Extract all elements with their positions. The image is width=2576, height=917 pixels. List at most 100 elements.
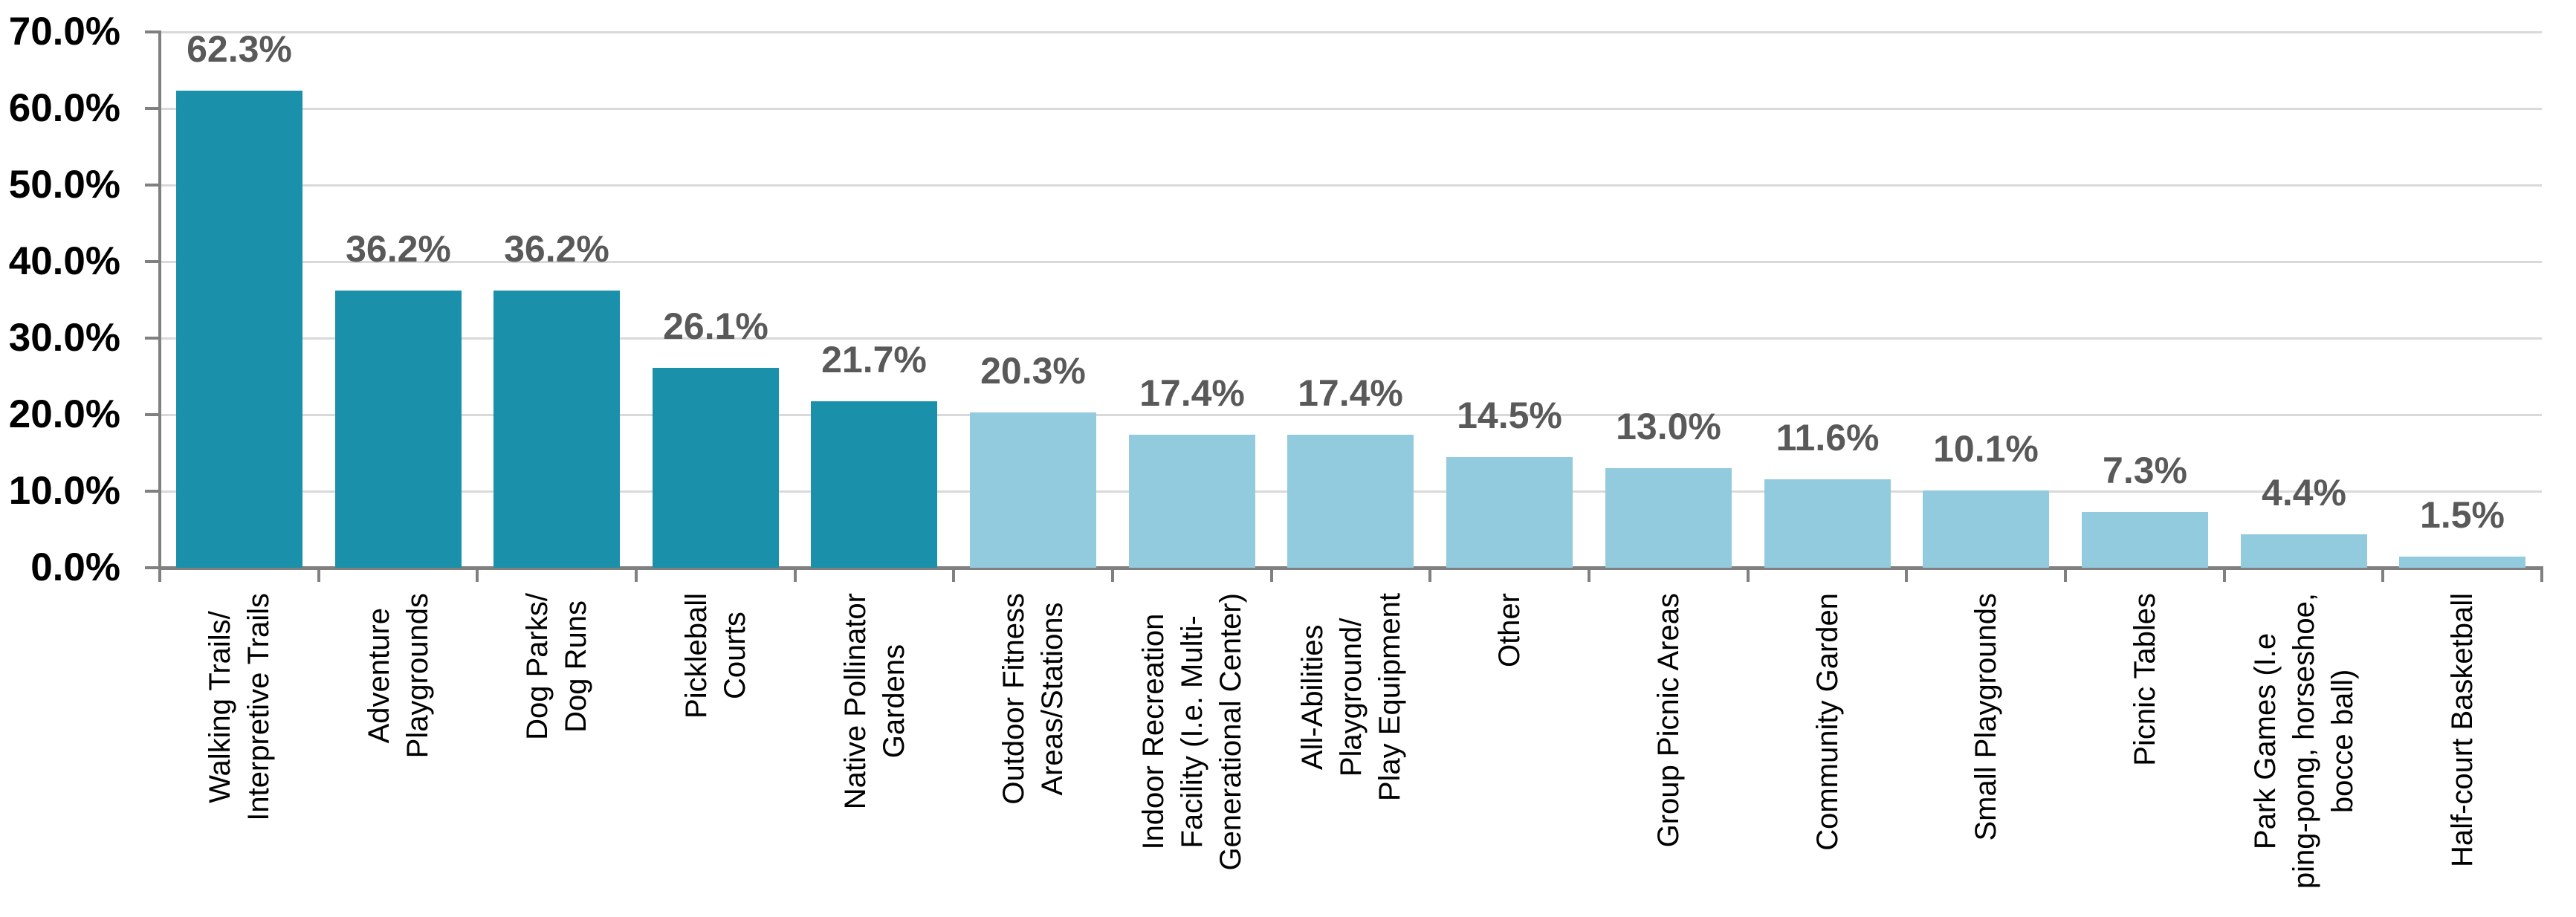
bar-value-label: 11.6%: [1776, 417, 1880, 458]
x-axis-category-label: All-Abilities Playground/ Play Equipment: [1272, 580, 1431, 917]
bar: [2241, 534, 2367, 568]
bar: [2399, 557, 2525, 568]
bar: [653, 368, 779, 568]
bar-value-label: 20.3%: [980, 350, 1086, 392]
x-axis-category-label-text: Small Playgrounds: [1970, 593, 2002, 841]
x-axis-category-label: Outdoor Fitness Areas/Stations: [954, 580, 1113, 917]
x-axis-category-label-text: All-Abilities Playground/ Play Equipment: [1296, 593, 1406, 802]
x-axis-category-label: Adventure Playgrounds: [319, 580, 478, 917]
y-axis-tick-label: 50.0%: [8, 163, 120, 207]
gridline: [160, 414, 2542, 416]
y-axis-tick-label: 30.0%: [8, 316, 120, 360]
bar-value-label: 36.2%: [346, 228, 451, 270]
bar: [335, 291, 462, 568]
y-axis-tick: [145, 566, 158, 569]
x-axis-category-label: Walking Trails/ Interpretive Trails: [160, 580, 319, 917]
x-axis-category-label: Native Pollinator Gardens: [795, 580, 954, 917]
x-axis-tick: [1588, 570, 1590, 582]
bar: [1923, 490, 2049, 568]
x-axis-tick: [1111, 570, 1114, 582]
bar-value-label: 17.4%: [1298, 372, 1403, 414]
x-axis-tick: [2064, 570, 2067, 582]
bar: [493, 291, 620, 568]
gridline: [160, 31, 2542, 33]
x-axis-category-label-text: Native Pollinator Gardens: [839, 593, 910, 810]
x-axis-category-label-text: Half-court Basketball: [2446, 593, 2479, 868]
x-axis-tick: [952, 570, 955, 582]
x-axis-tick: [794, 570, 797, 582]
y-axis-tick-label: 60.0%: [8, 86, 120, 130]
x-axis-tick: [1270, 570, 1273, 582]
x-axis-category-label-text: Walking Trails/ Interpretive Trails: [204, 593, 275, 821]
bar-value-label: 36.2%: [504, 228, 609, 270]
bar-value-label: 1.5%: [2420, 494, 2505, 536]
x-axis-category-label: Group Picnic Areas: [1589, 580, 1748, 917]
x-axis-category-label-text: Dog Parks/ Dog Runs: [521, 593, 592, 740]
y-axis-tick: [145, 337, 158, 340]
x-axis-category-label-text: Community Garden: [1811, 593, 1844, 851]
gridline: [160, 337, 2542, 340]
x-axis-category-label: Pickleball Courts: [636, 580, 795, 917]
y-axis-tick-label: 0.0%: [30, 545, 120, 589]
x-axis-category-label-text: Pickleball Courts: [680, 593, 751, 719]
x-axis-category-label: Park Games (I.e ping-pong, horseshoe, bo…: [2224, 580, 2384, 917]
x-axis-tick: [635, 570, 638, 582]
y-axis-tick: [145, 184, 158, 187]
bar: [2082, 512, 2208, 568]
bar: [811, 401, 937, 568]
x-axis-category-label-text: Picnic Tables: [2129, 593, 2161, 766]
x-axis-tick: [2223, 570, 2226, 582]
x-axis-tick: [158, 570, 161, 582]
bar-value-label: 14.5%: [1457, 395, 1562, 436]
y-axis-tick: [145, 107, 158, 110]
y-axis-line: [158, 30, 161, 569]
bar-value-label: 10.1%: [1933, 428, 2039, 470]
x-axis-category-label: Small Playgrounds: [1906, 580, 2065, 917]
y-axis-tick: [145, 260, 158, 263]
bar-value-label: 7.3%: [2103, 450, 2187, 491]
bar: [176, 91, 302, 568]
bar: [1605, 468, 1732, 568]
y-axis-tick: [145, 490, 158, 493]
x-axis-category-label-text: Outdoor Fitness Areas/Stations: [997, 593, 1069, 805]
x-axis-tick: [1428, 570, 1431, 582]
bar-value-label: 17.4%: [1139, 372, 1245, 414]
x-axis-tick: [1905, 570, 1908, 582]
y-axis-tick: [145, 30, 158, 33]
gridline: [160, 184, 2542, 187]
x-axis-tick: [476, 570, 479, 582]
x-axis-category-label-text: Adventure Playgrounds: [363, 593, 434, 759]
x-axis-tick: [2540, 570, 2543, 582]
bar-value-label: 4.4%: [2262, 472, 2346, 513]
gridline: [160, 261, 2542, 263]
x-axis-category-label: Community Garden: [1748, 580, 1907, 917]
bar: [1764, 479, 1891, 568]
bar-value-label: 21.7%: [821, 339, 927, 380]
bar: [1287, 435, 1414, 568]
y-axis-tick-label: 10.0%: [8, 469, 120, 513]
x-axis-line: [158, 566, 2543, 570]
x-axis-category-label-text: Park Games (I.e ping-pong, horseshoe, bo…: [2249, 593, 2359, 890]
x-axis-tick: [1747, 570, 1750, 582]
x-axis-category-label: Dog Parks/ Dog Runs: [477, 580, 636, 917]
x-axis-category-label-text: Indoor Recreation Facility (I.e. Multi- …: [1137, 593, 1247, 871]
y-axis-tick: [145, 413, 158, 416]
x-axis-category-label: Indoor Recreation Facility (I.e. Multi- …: [1113, 580, 1272, 917]
bar: [1129, 435, 1255, 568]
x-axis-category-label: Picnic Tables: [2065, 580, 2224, 917]
x-axis-tick: [317, 570, 320, 582]
y-axis-tick-label: 70.0%: [8, 10, 120, 54]
bar-value-label: 13.0%: [1616, 406, 1721, 447]
x-axis-category-label: Half-court Basketball: [2383, 580, 2542, 917]
x-axis-category-label-text: Other: [1493, 593, 1526, 668]
x-axis-category-label-text: Group Picnic Areas: [1652, 593, 1685, 848]
x-axis-tick: [2381, 570, 2384, 582]
bar-value-label: 26.1%: [663, 305, 768, 347]
bar-value-label: 62.3%: [187, 28, 292, 70]
gridline: [160, 108, 2542, 110]
y-axis-tick-label: 20.0%: [8, 392, 120, 436]
bar: [970, 412, 1096, 568]
bar: [1446, 457, 1573, 568]
y-axis-tick-label: 40.0%: [8, 239, 120, 283]
